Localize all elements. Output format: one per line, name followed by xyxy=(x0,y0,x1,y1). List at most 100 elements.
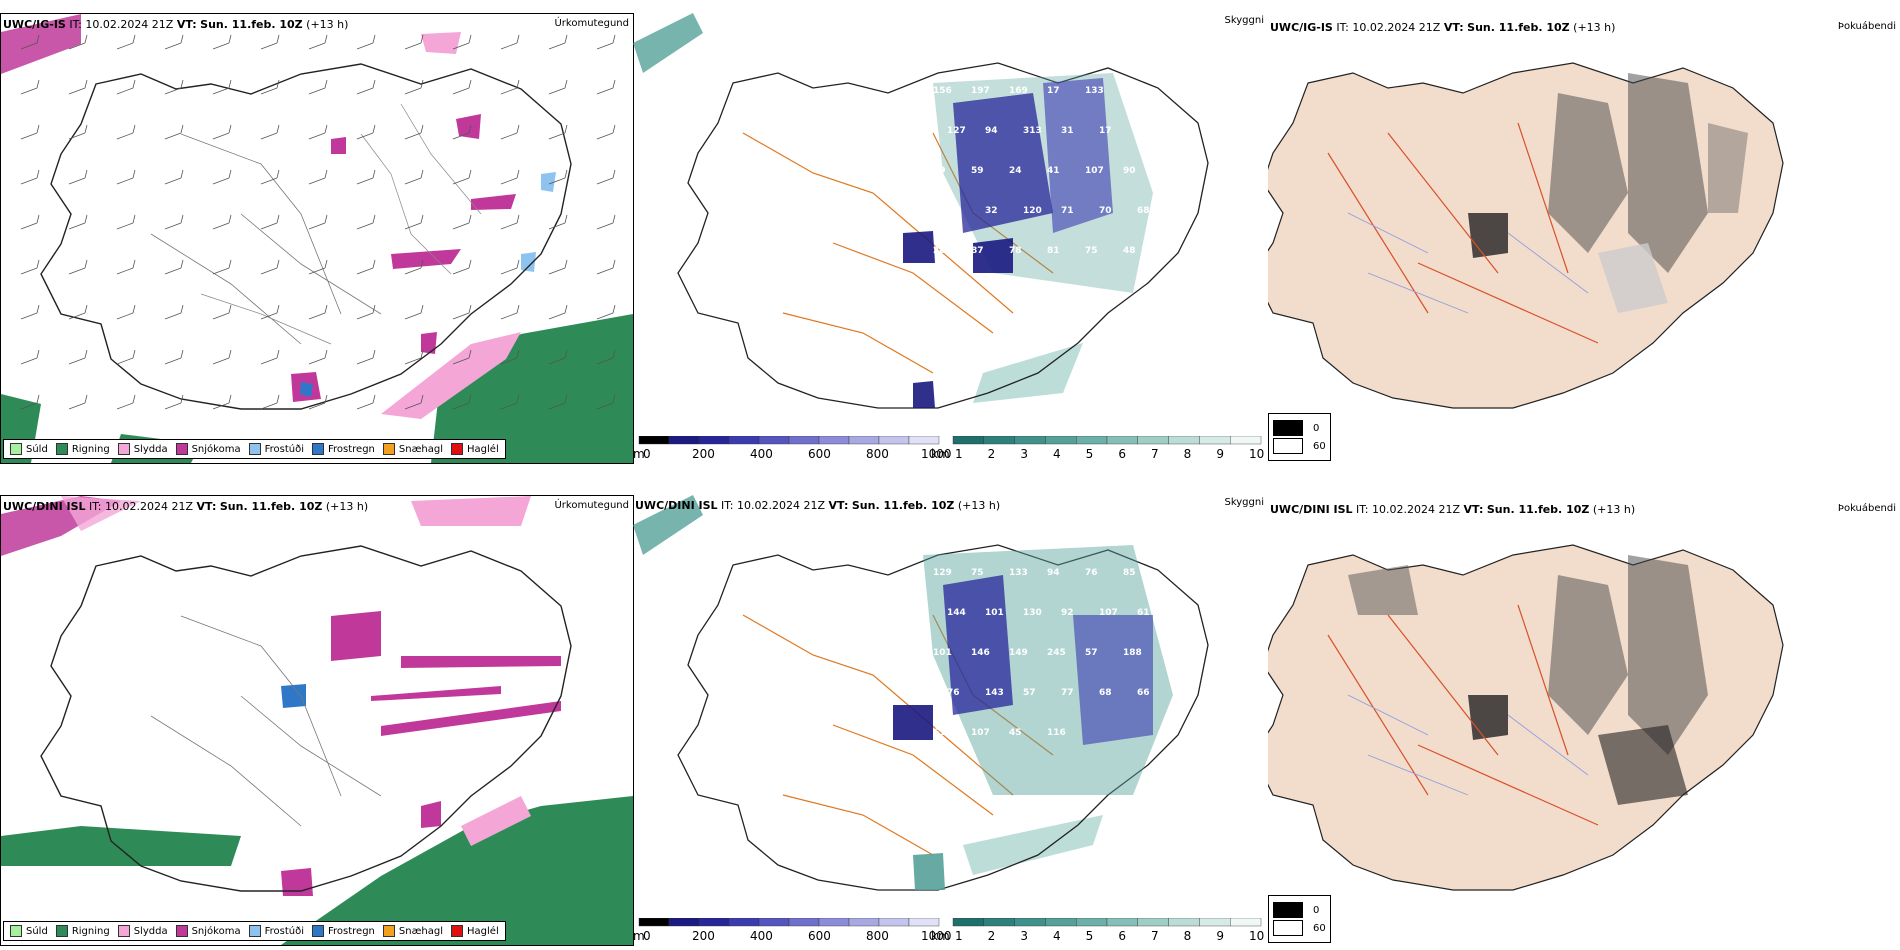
precip-legend-item: Snjókoma xyxy=(175,925,241,937)
precip-type-panel-top: UWC/IG-IS IT: 10.02.2024 21Z VT: Sun. 11… xyxy=(0,13,634,464)
wind-barb xyxy=(68,34,88,50)
wind-barb xyxy=(500,304,520,320)
vt-value: Sun. 11.feb. 10Z xyxy=(1467,21,1570,34)
wind-barb xyxy=(116,124,136,140)
precip-legend-item: Frostúði xyxy=(248,443,304,455)
visibility-value-label: 32 xyxy=(985,206,998,216)
visibility-value-label: 81 xyxy=(947,206,960,216)
wind-barb xyxy=(212,394,232,410)
colorbar-m-segment xyxy=(788,435,820,445)
colorbar-m-tick: 800 xyxy=(866,447,889,461)
fog-legend-swatch xyxy=(1273,420,1303,436)
wind-barb xyxy=(164,304,184,320)
visibility-value-label: 92 xyxy=(1061,608,1074,618)
colorbar-m-segment xyxy=(878,917,910,927)
model-name: UWC/DINI ISL xyxy=(1270,503,1353,516)
wind-barb xyxy=(308,124,328,140)
wind-barb xyxy=(356,34,376,50)
visibility-value-label: 127 xyxy=(947,126,966,136)
colorbar-km-segment xyxy=(1014,435,1046,445)
visibility-map-bottom: 129 75 133 94 76 85 144 101 130 92 107 61 101 146 149 2… xyxy=(633,495,1209,891)
field-title: Þokuábendi xyxy=(1837,21,1896,32)
precip-type-panel-bottom: UWC/DINI ISL IT: 10.02.2024 21Z VT: Sun.… xyxy=(0,495,634,946)
lead-time: (+13 h) xyxy=(1573,21,1616,34)
visibility-value-label: 61 xyxy=(1137,608,1150,618)
precip-legend-swatch xyxy=(175,443,188,455)
visibility-value-label: 41 xyxy=(1047,166,1060,176)
colorbar-km-segment xyxy=(983,435,1015,445)
fog-legend-label: 0 xyxy=(1313,904,1320,916)
wind-barb xyxy=(356,124,376,140)
wind-barb xyxy=(164,79,184,95)
wind-barb xyxy=(404,394,424,410)
wind-barb xyxy=(260,169,280,185)
wind-barb xyxy=(308,34,328,50)
visibility-value-label: 70 xyxy=(1099,206,1112,216)
wind-barb xyxy=(212,169,232,185)
visibility-value-label: 149 xyxy=(1009,648,1028,658)
wind-barb xyxy=(596,124,616,140)
colorbar-km-segment xyxy=(1045,917,1077,927)
precip-legend-item: Súld xyxy=(10,925,48,937)
wind-barb xyxy=(68,304,88,320)
visibility-colorbar: m 0 200 400 600 800 1000 km 1 2 3 4 5 6 7 8 9 10 xyxy=(633,917,1268,944)
precip-legend-item: Snæhagl xyxy=(382,925,443,937)
wind-barb xyxy=(308,79,328,95)
colorbar-m-segment xyxy=(788,917,820,927)
visibility-value-label: 78 xyxy=(1009,246,1022,256)
visibility-value-label: 130 xyxy=(1023,608,1042,618)
colorbar-m-segment xyxy=(878,435,910,445)
wind-barb xyxy=(452,169,472,185)
colorbar-km-segment xyxy=(1199,917,1231,927)
colorbar-m-segment xyxy=(728,435,760,445)
visibility-value-label: 133 xyxy=(1085,86,1104,96)
precip-legend-swatch xyxy=(10,443,22,455)
colorbar-m-tick: 400 xyxy=(750,929,773,943)
precip-legend-item: Slydda xyxy=(117,925,168,937)
visibility-value-label: 245 xyxy=(1047,648,1066,658)
visibility-value-label: 87 xyxy=(971,246,984,256)
wind-barb xyxy=(68,124,88,140)
wind-barb xyxy=(164,124,184,140)
wind-barb xyxy=(116,214,136,230)
colorbar-km-tick: 7 xyxy=(1151,447,1159,461)
wind-barb xyxy=(68,169,88,185)
colorbar-km-segment xyxy=(1076,917,1108,927)
visibility-value-label: 45 xyxy=(1009,728,1022,738)
colorbar-m-segment xyxy=(818,435,850,445)
fog-panel-bottom: Þokuábendi UWC/DINI ISL IT: 10.02.2024 2… xyxy=(1268,495,1900,944)
wind-barb xyxy=(164,34,184,50)
precip-legend-label: Súld xyxy=(26,925,48,937)
visibility-value-label: 57 xyxy=(1023,688,1036,698)
colorbar-m-tick: 600 xyxy=(808,447,831,461)
colorbar-km-tick: 4 xyxy=(1053,447,1061,461)
wind-barb xyxy=(308,214,328,230)
wind-barb xyxy=(404,79,424,95)
precip-legend-swatch xyxy=(248,443,261,455)
wind-barb xyxy=(116,349,136,365)
it-value: 10.02.2024 21Z xyxy=(105,500,194,513)
colorbar-km-tick: 10 xyxy=(1249,929,1264,943)
precip-legend-item: Snæhagl xyxy=(382,443,443,455)
colorbar-km-tick: 2 xyxy=(988,447,996,461)
colorbar-m-segment xyxy=(698,917,730,927)
precip-legend: Súld Rigning Slydda Snjókoma Frostúði Frostre… xyxy=(3,921,506,941)
wind-barb xyxy=(116,169,136,185)
colorbar-km-tick: 5 xyxy=(1086,929,1094,943)
visibility-value-label: 59 xyxy=(971,166,984,176)
precip-legend-swatch xyxy=(312,443,324,455)
row-header: UWC/DINI ISL IT: 10.02.2024 21Z VT: Sun.… xyxy=(635,499,1000,512)
colorbar-km-segment xyxy=(1230,917,1262,927)
colorbar-km-segment xyxy=(1045,435,1077,445)
wind-barb xyxy=(260,394,280,410)
wind-barb xyxy=(404,349,424,365)
wind-barb xyxy=(116,304,136,320)
wind-barb xyxy=(452,259,472,275)
precip-legend-label: Frostúði xyxy=(264,925,304,937)
wind-barb xyxy=(500,79,520,95)
wind-barb xyxy=(260,79,280,95)
wind-barb xyxy=(116,34,136,50)
wind-barb xyxy=(452,214,472,230)
vt-value: Sun. 11.feb. 10Z xyxy=(1486,503,1590,516)
precip-legend-item: Frostregn xyxy=(312,925,375,937)
